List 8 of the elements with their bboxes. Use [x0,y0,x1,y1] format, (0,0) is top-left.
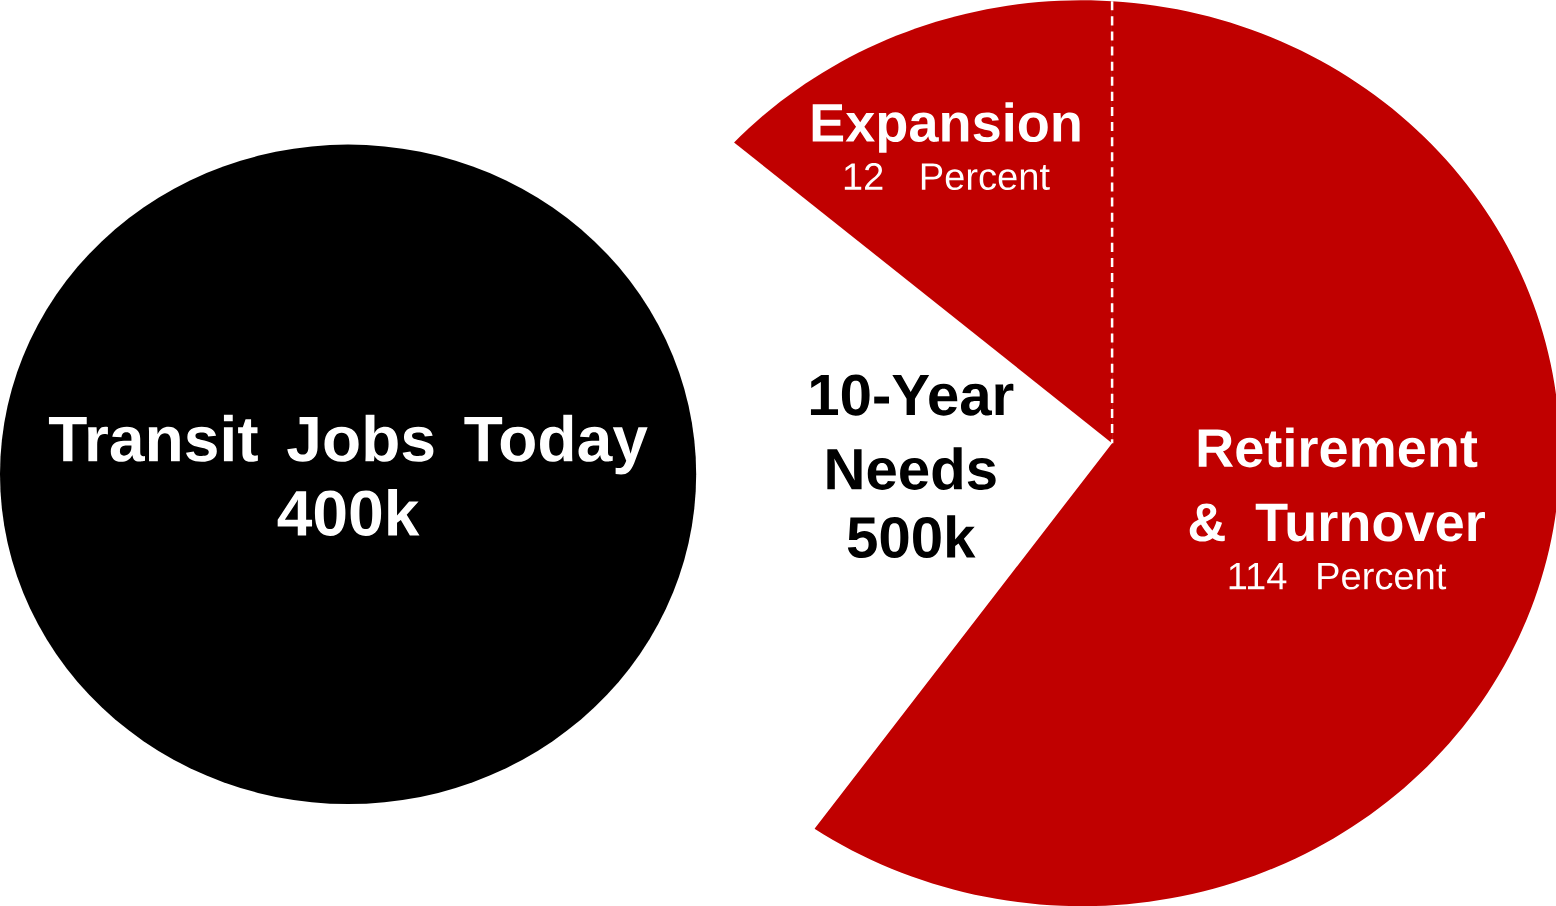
data-label: 12 Percent [844,163,1050,191]
data-label: 114 Percent [1229,562,1447,590]
data-label: 500k [847,515,976,559]
category-label: 10-Year Needs [810,374,1014,490]
category-label: Transit Jobs Today [48,414,648,475]
category-label: Expansion [812,102,1080,153]
category-label: Retirement & Turnover [1189,427,1485,542]
data-label: 400k [277,488,420,536]
